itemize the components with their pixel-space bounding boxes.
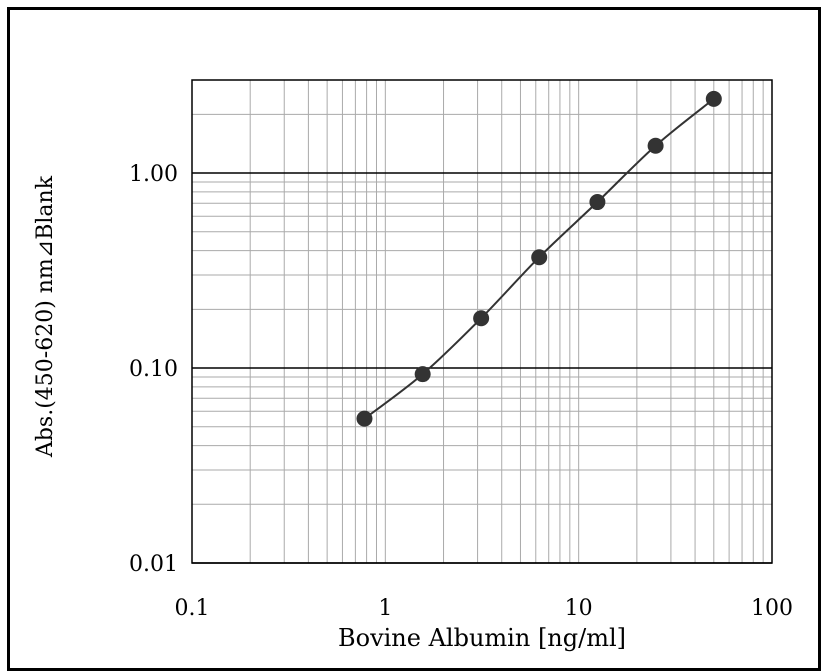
y-tick-label: 0.10 — [129, 357, 178, 382]
data-points — [356, 90, 722, 427]
x-tick-label: 0.1 — [175, 596, 210, 621]
y-tick-label: 1.00 — [129, 162, 178, 187]
x-tick-label: 1 — [378, 596, 392, 621]
x-tick-label: 10 — [565, 596, 593, 621]
x-axis-label: Bovine Albumin [ng/ml] — [338, 624, 626, 652]
x-tick-label: 100 — [751, 596, 793, 621]
x-tick-labels: 0.1 1 10 100 — [175, 596, 794, 621]
y-tick-label: 0.01 — [129, 552, 178, 577]
y-tick-labels: 0.01 0.10 1.00 — [129, 162, 178, 577]
plot-area-border — [191, 79, 773, 564]
data-point — [473, 310, 490, 327]
data-point — [647, 137, 664, 154]
data-point — [414, 366, 431, 383]
data-point — [531, 249, 548, 266]
y-axis-label: Abs.(450-620) nm⊿Blank — [33, 175, 58, 458]
data-point — [356, 410, 373, 427]
chart-frame — [7, 7, 821, 671]
data-point — [705, 90, 722, 107]
data-point — [589, 194, 606, 211]
